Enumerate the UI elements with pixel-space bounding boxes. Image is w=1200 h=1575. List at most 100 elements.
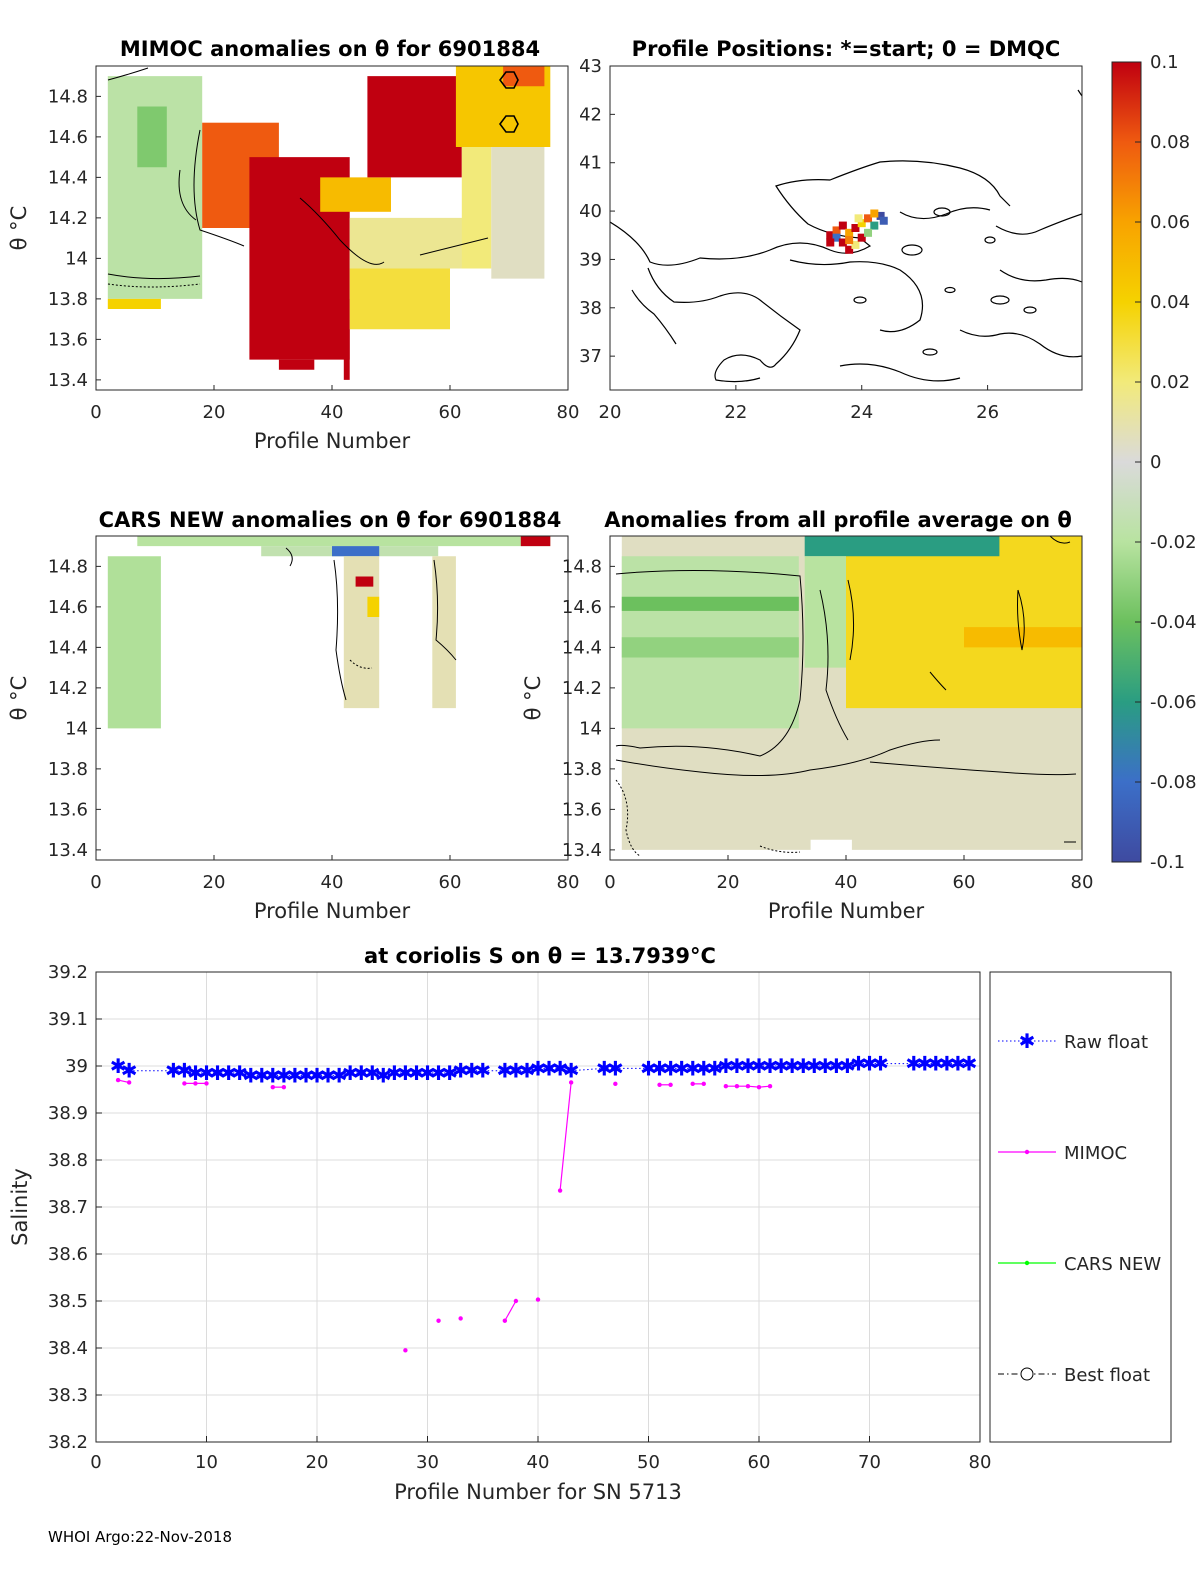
y-tick-label: 13.6 [48,799,88,820]
mimoc-point [767,1084,773,1089]
y-tick-label: 13.4 [48,840,88,861]
profile-position-marker [851,224,860,232]
mimoc-point [513,1298,519,1304]
x-tick-label: 0 [90,402,101,423]
raw-float-point: ✱ [795,1054,812,1078]
x-tick-label: 20 [306,1452,329,1473]
profile-position-marker [838,238,847,247]
raw-float-point: ✱ [309,1063,326,1087]
raw-float-point: ✱ [463,1059,480,1083]
cars-axes: 0 20 40 60 80 13.4 13.6 13.8 14 14.2 14.4 14.6 14.8 [48,556,580,893]
salinity-axes: 0 10 20 30 40 50 60 70 80 38.2 38.3 38.4 38.5 38.6 38.… [48,962,992,1473]
cars-heatmap [107,536,551,729]
raw-float-point: ✱ [253,1063,270,1087]
y-tick-label: 14.4 [48,637,88,658]
colorbar: 0.1 0.08 0.06 0.04 0.02 0 -0.02 -0.04 -0.06 -0.08… [1111,52,1197,873]
anomaly-cell [349,268,450,330]
mimoc-point [502,1318,508,1323]
profile-position-marker [854,214,863,223]
raw-float-point: ✱ [187,1061,204,1085]
raw-float-point: ✱ [287,1063,304,1087]
x-tick-label: 40 [321,872,344,893]
anomaly-cell [520,536,551,547]
y-tick-label: 13.4 [48,370,88,391]
footer-credit: WHOI Argo:22-Nov-2018 [48,1528,232,1546]
profile-position-marker [845,228,854,237]
y-tick-label: 14.4 [562,637,602,658]
raw-float-point: ✱ [342,1061,359,1085]
raw-float-point: ✱ [452,1059,469,1083]
salinity-ylabel: Salinity [8,1168,32,1246]
anomaly-cell [621,596,799,611]
mimoc-point [182,1081,187,1086]
mimoc-point [281,1084,287,1090]
raw-float-point: ✱ [275,1063,292,1087]
dot-marker-icon [1024,1260,1030,1266]
mimoc-point [126,1080,132,1085]
profile-position-marker [851,240,860,249]
colorbar-tick-label: 0 [1150,452,1161,473]
raw-float-point: ✱ [552,1056,569,1080]
positions-axes-box [609,65,1083,391]
raw-float-point: ✱ [441,1061,458,1085]
y-tick-label: 14.6 [48,127,88,148]
y-tick-label: 39.1 [48,1009,88,1030]
raw-float-point: ✱ [673,1056,690,1080]
mimoc-point [557,1188,563,1193]
x-tick-label: 20 [203,402,226,423]
x-tick-label: 40 [835,872,858,893]
raw-float-point: ✱ [209,1061,226,1085]
colorbar-tick-label: 0.06 [1150,212,1190,233]
mimoc-contours [107,67,489,288]
salinity-xlabel: Profile Number for SN 5713 [394,1480,682,1504]
colorbar-tick-label: -0.02 [1150,532,1197,553]
colorbar-tick-label: -0.08 [1150,772,1197,793]
y-tick-label: 13.8 [48,289,88,310]
profile-position-marker [832,226,841,235]
y-tick-label: 14.6 [48,597,88,618]
profile-position-marker [864,228,873,237]
mimoc-point [734,1084,740,1089]
raw-float-point: ✱ [927,1052,944,1076]
profile-position-marker [838,221,847,230]
x-tick-label: 40 [527,1452,550,1473]
x-tick-label: 60 [748,1452,771,1473]
raw-float-point: ✱ [861,1052,878,1076]
y-tick-label: 14.8 [562,556,602,577]
x-tick-label: 30 [416,1452,439,1473]
mimoc-point [193,1081,198,1086]
raw-float-point: ✱ [386,1061,403,1085]
mimoc-point [657,1082,662,1088]
profile-position-marker [845,236,854,245]
positions-panel: Profile Positions: *=start; 0 = DMQC 20 2… [579,37,1083,423]
cars-axes-box [95,535,569,861]
raw-float-point: ✱ [717,1054,734,1078]
mimoc-point [535,1297,541,1302]
salinity-series: ✱✱ ✱✱✱✱✱✱✱✱✱✱✱✱✱✱✱✱✱✱✱✱✱✱✱✱✱✱✱✱✱ ✱✱✱✱✱✱✱ ✱✱… [110,1052,977,1353]
y-tick-label: 42 [579,104,602,125]
mimoc-point [403,1348,408,1353]
raw-float-point: ✱ [353,1061,370,1085]
x-tick-label: 60 [439,872,462,893]
x-tick-label: 70 [858,1452,881,1473]
raw-float-point: ✱ [817,1054,834,1078]
anomaly-cell [107,298,161,309]
raw-float-point: ✱ [684,1056,701,1080]
raw-float-point: ✱ [839,1054,856,1078]
allavg-heatmap [621,536,1082,860]
x-tick-label: 80 [1071,872,1094,893]
raw-float-point: ✱ [662,1056,679,1080]
mimoc-point [568,1080,574,1085]
mimoc-point [204,1081,209,1086]
mimoc-point [690,1081,695,1087]
mimoc-point [458,1316,463,1321]
mimoc-line [559,1082,572,1191]
profile-position-marker [832,233,841,242]
anomaly-cell [621,637,799,658]
x-tick-label: 60 [953,872,976,893]
x-tick-label: 26 [976,402,999,423]
colorbar-tick-label: -0.04 [1150,612,1197,633]
mimoc-panel: MIMOC anomalies on θ for 6901884 0 20 40 60… [7,37,579,453]
allavg-panel: Anomalies from all profile average on θ … [521,508,1093,923]
raw-float-point: ✱ [596,1056,613,1080]
